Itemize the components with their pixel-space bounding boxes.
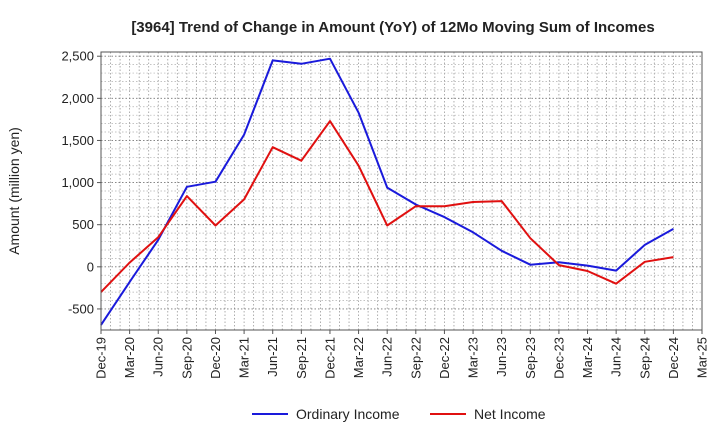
x-tick-label: Jun-24 [609, 337, 624, 377]
x-tick-label: Sep-24 [637, 337, 652, 379]
y-axis-ticks: -500 0 500 1,000 1,500 2,000 2,500 [61, 49, 101, 316]
series-lines [100, 57, 674, 326]
x-tick-label: Mar-21 [237, 337, 252, 378]
x-tick-label: Mar-24 [580, 337, 595, 378]
y-tick-label: 0 [87, 259, 94, 274]
y-tick-label: 1,000 [61, 175, 94, 190]
x-tick-label: Sep-23 [523, 337, 538, 379]
chart-title: [3964] Trend of Change in Amount (YoY) o… [131, 19, 654, 36]
x-tick-label: Jun-23 [494, 337, 509, 377]
legend-label-ordinary-income: Ordinary Income [296, 406, 400, 422]
x-tick-label: Mar-23 [466, 337, 481, 378]
y-tick-label: 500 [72, 217, 94, 232]
series-line-net-income [100, 120, 674, 293]
y-axis-label: Amount (million yen) [6, 127, 22, 255]
y-tick-label: -500 [68, 301, 94, 316]
x-tick-label: Dec-24 [666, 337, 681, 379]
x-tick-label: Mar-20 [122, 337, 137, 378]
grid [101, 52, 702, 330]
series-line-ordinary-income [100, 57, 674, 326]
y-tick-label: 2,000 [61, 91, 94, 106]
x-tick-label: Dec-23 [551, 337, 566, 379]
x-axis-ticks: Dec-19 Mar-20 Jun-20 Sep-20 Dec-20 Mar-21 Jun-… [94, 330, 710, 379]
x-tick-label: Jun-20 [151, 337, 166, 377]
legend-label-net-income: Net Income [474, 406, 546, 422]
y-tick-label: 2,500 [61, 49, 94, 64]
x-tick-label: Jun-21 [265, 337, 280, 377]
x-tick-label: Dec-21 [322, 337, 337, 379]
x-tick-label: Jun-22 [380, 337, 395, 377]
x-tick-label: Dec-19 [94, 337, 109, 379]
x-tick-label: Sep-22 [408, 337, 423, 379]
plot-frame [100, 51, 703, 331]
x-tick-label: Sep-20 [179, 337, 194, 379]
x-tick-label: Dec-22 [437, 337, 452, 379]
x-tick-label: Dec-20 [208, 337, 223, 379]
x-tick-label: Mar-25 [695, 337, 710, 378]
x-tick-label: Mar-22 [351, 337, 366, 378]
y-tick-label: 1,500 [61, 133, 94, 148]
x-tick-label: Sep-21 [294, 337, 309, 379]
legend: Ordinary Income Net Income [252, 406, 546, 422]
